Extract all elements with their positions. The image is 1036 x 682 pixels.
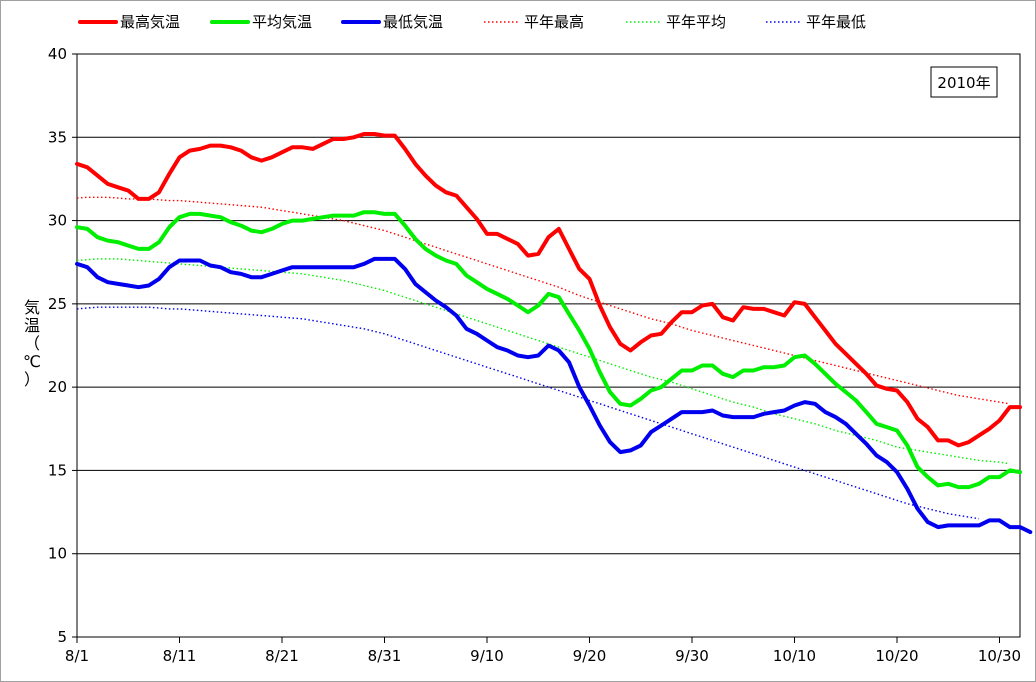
x-tick-label: 9/20 [573, 647, 607, 665]
year-label: 2010年 [937, 74, 990, 92]
y-tick-label: 25 [48, 295, 67, 313]
axes: 5 10 15 20 25 30 35 40 8/1 8/11 8/21 8/31 9/10 9/20 9/… [48, 45, 1021, 665]
year-annotation: 2010年 [930, 66, 998, 98]
series-line-4 [76, 258, 1010, 465]
legend-label: 平年最高 [524, 13, 584, 31]
gridlines [77, 53, 1020, 555]
series-line-1 [75, 210, 1022, 490]
x-tick-label: 8/21 [265, 647, 299, 665]
legend-label: 最低気温 [383, 13, 443, 31]
y-axis-title-char: 温 [24, 316, 40, 335]
x-tick-label: 9/10 [470, 647, 504, 665]
y-axis-title-char: （ [24, 334, 40, 353]
series-line-3 [76, 196, 1010, 405]
series-lines [75, 132, 1033, 535]
legend-label: 最高気温 [120, 13, 180, 31]
legend-label: 平均気温 [252, 13, 312, 31]
y-tick-label: 40 [48, 45, 67, 63]
y-tick-label: 20 [48, 378, 67, 396]
x-tick-label: 10/10 [773, 647, 816, 665]
y-tick-label: 30 [48, 212, 67, 230]
x-tick-label: 9/30 [675, 647, 709, 665]
y-tick-label: 10 [48, 545, 67, 563]
y-tick-label: 5 [57, 628, 67, 646]
legend-label: 平年平均 [666, 13, 726, 31]
legend-label: 平年最低 [806, 13, 866, 31]
y-axis-title-char: 気 [24, 298, 40, 317]
y-axis-title-char: ℃ [23, 352, 41, 371]
y-axis-title-char: ） [24, 370, 40, 389]
plot-area [76, 53, 1021, 638]
series-line-5 [76, 306, 980, 520]
x-tick-label: 8/1 [65, 647, 89, 665]
x-tick-label: 10/20 [875, 647, 918, 665]
x-tick-label: 8/31 [368, 647, 402, 665]
x-tick-label: 10/30 [978, 647, 1021, 665]
y-tick-label: 35 [48, 128, 67, 146]
x-tick-label: 8/11 [163, 647, 197, 665]
series-line-0 [75, 132, 1022, 448]
series-line-2 [75, 256, 1033, 535]
legend: 最高気温 平均気温 最低気温 平年最高 平年平均 平年最低 [78, 13, 866, 31]
y-tick-label: 15 [48, 461, 67, 479]
y-axis-title: 気温（℃） [23, 298, 41, 389]
